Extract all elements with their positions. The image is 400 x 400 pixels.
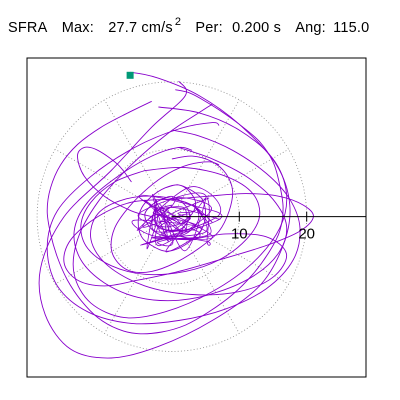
max-unit-exponent: 2	[174, 16, 182, 28]
trace-layer	[38, 71, 314, 359]
chart-title: SFRA Max: 27.7 cm/s 2 Per: 0.200 s Ang: 1…	[8, 16, 369, 36]
x-tick-label-20: 20	[298, 226, 315, 243]
angle-value: 115.0	[333, 20, 370, 36]
motion-trace-2	[38, 71, 291, 359]
station-code: SFRA	[8, 20, 48, 36]
motion-trace-1	[46, 89, 284, 335]
motion-trace-5	[110, 155, 234, 273]
motion-trace-core	[131, 186, 223, 253]
motion-trace-8	[72, 103, 288, 319]
period-label: Per:	[195, 20, 223, 36]
motion-trace-12	[77, 146, 152, 218]
ring-spoke	[171, 99, 240, 217]
period-value: 0.200 s	[232, 20, 282, 36]
motion-trace-10	[90, 195, 288, 296]
motion-trace-4	[63, 193, 314, 287]
axis-layer: 10 20	[171, 211, 366, 243]
ring-spoke	[54, 216, 173, 285]
ring-spoke	[104, 216, 173, 334]
max-label: Max:	[61, 20, 94, 36]
start-marker	[126, 71, 134, 79]
motion-trace-9	[73, 146, 288, 302]
x-tick-label-10: 10	[231, 226, 248, 243]
motion-trace-11	[80, 166, 261, 276]
angle-label: Ang:	[295, 20, 326, 36]
motion-trace-3	[46, 122, 301, 325]
marker-layer	[126, 71, 134, 79]
plot-frame	[26, 57, 367, 378]
max-value: 27.7 cm/s	[108, 20, 173, 36]
